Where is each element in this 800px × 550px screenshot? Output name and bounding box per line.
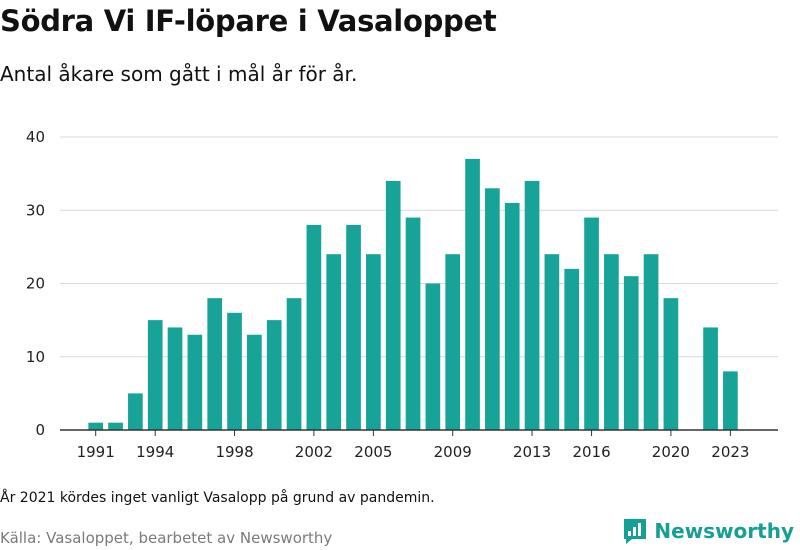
x-tick-label: 1994: [136, 443, 174, 461]
bar: [405, 217, 421, 430]
x-tick-label: 1998: [215, 443, 253, 461]
x-tick-label: 2005: [354, 443, 392, 461]
y-tick-label: 40: [26, 128, 45, 146]
bar: [128, 393, 143, 430]
x-tick-label: 2016: [572, 443, 610, 461]
x-tick-label: 2002: [295, 443, 333, 461]
newsworthy-logo-icon: [624, 519, 647, 544]
bar: [723, 371, 738, 430]
bar: [346, 224, 361, 430]
x-tick-label: 2009: [434, 443, 472, 461]
x-tick-label: 2020: [652, 443, 690, 461]
chart-title: Södra Vi IF-löpare i Vasaloppet: [0, 4, 497, 38]
bar: [663, 298, 679, 430]
bar: [703, 327, 718, 430]
y-tick-label: 20: [26, 275, 45, 293]
y-tick-label: 30: [26, 201, 45, 219]
bar: [108, 422, 123, 430]
bar: [465, 158, 480, 430]
bar: [425, 283, 441, 430]
bar: [306, 224, 322, 430]
bar: [385, 180, 401, 430]
bar: [326, 254, 342, 430]
bar: [604, 254, 619, 430]
x-tick-label: 1991: [77, 443, 115, 461]
bar: [485, 188, 500, 430]
chart-note: År 2021 kördes inget vanligt Vasalopp på…: [0, 490, 435, 506]
bar: [584, 217, 599, 430]
y-tick-label: 0: [35, 421, 45, 439]
bar: [167, 327, 183, 430]
bar: [524, 180, 540, 430]
chart-subtitle: Antal åkare som gått i mål år för år.: [0, 62, 358, 86]
bar: [286, 298, 302, 430]
x-tick-label: 2023: [711, 443, 749, 461]
bar: [207, 298, 223, 430]
brand-logo[interactable]: Newsworthy: [622, 517, 794, 545]
bar: [147, 320, 163, 430]
source-credit: Källa: Vasaloppet, bearbetet av Newswort…: [0, 529, 333, 547]
y-tick-label: 10: [26, 348, 45, 366]
bar: [266, 320, 282, 430]
bar: [643, 254, 659, 430]
bar: [227, 312, 242, 430]
bar: [623, 276, 639, 430]
bar: [247, 334, 262, 430]
bar: [445, 254, 461, 430]
bar: [564, 268, 580, 430]
brand-name: Newsworthy: [654, 519, 794, 543]
bar: [366, 254, 381, 430]
bar: [544, 254, 560, 430]
x-tick-label: 2013: [513, 443, 551, 461]
bar: [187, 334, 203, 430]
bar: [88, 422, 104, 430]
bar: [504, 202, 520, 430]
